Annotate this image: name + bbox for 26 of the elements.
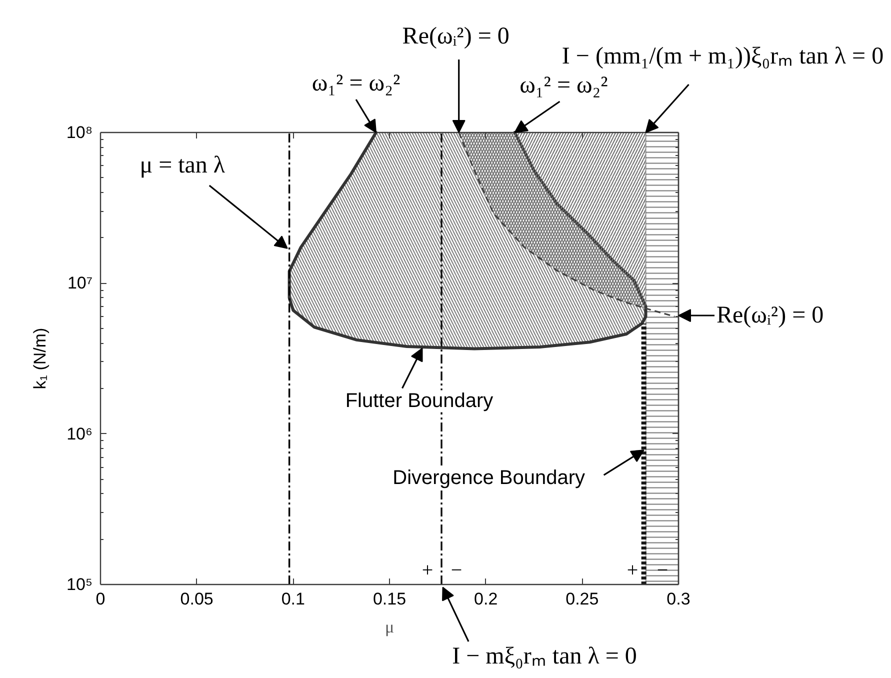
annotation: I − (mm₁/(m + m₁))ξ₀rₘ tan λ = 0 <box>562 44 884 70</box>
y-axis-title: k₁ (N/m) <box>30 328 50 390</box>
annotation: + <box>626 560 638 582</box>
y-tick-label: 10⁶ <box>66 424 93 444</box>
annotation: μ = tan λ <box>140 152 226 178</box>
x-axis-title: μ <box>384 618 394 636</box>
x-tick-label: 0.05 <box>180 590 214 608</box>
annotation: − <box>656 560 668 582</box>
annotation: ω₁² = ω₂² <box>312 70 400 96</box>
x-tick-label: 0.15 <box>372 590 406 608</box>
x-tick-label: 0.25 <box>566 590 599 608</box>
y-tick-label: 10⁷ <box>67 274 92 293</box>
x-tick-label: 0 <box>96 590 106 608</box>
annotation: + <box>422 560 434 582</box>
annotation: − <box>450 560 462 582</box>
y-tick-label: 10⁵ <box>66 575 93 594</box>
x-tick-label: 0.1 <box>281 590 305 608</box>
annotation: ω₁² = ω₂² <box>520 72 608 98</box>
annotation: I − mξ₀rₘ tan λ = 0 <box>452 644 637 670</box>
annotation: Flutter Boundary <box>345 390 494 412</box>
x-tick-label: 0.2 <box>474 590 498 608</box>
annotation: Re(ωᵢ²) = 0 <box>402 24 510 50</box>
annotation: Re(ωᵢ²) = 0 <box>716 302 824 329</box>
y-tick-label: 10⁸ <box>66 123 93 142</box>
annotation: Divergence Boundary <box>392 467 585 490</box>
x-tick-label: 0.3 <box>666 590 690 608</box>
